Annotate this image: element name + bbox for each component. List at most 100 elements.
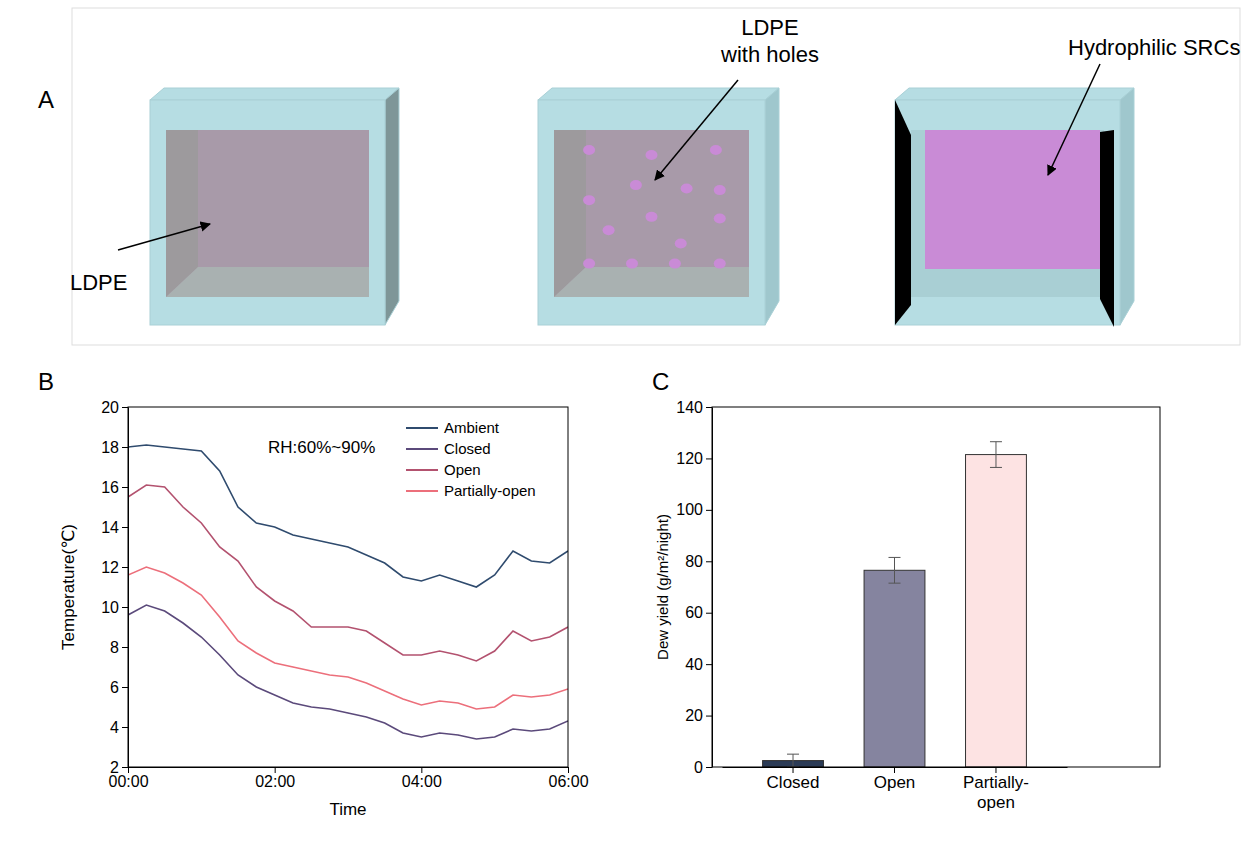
plot-area bbox=[763, 442, 1027, 767]
tick-label-line: open bbox=[977, 793, 1015, 812]
tick: 8 bbox=[110, 639, 128, 656]
axis-line bbox=[128, 408, 129, 768]
hole bbox=[669, 259, 681, 269]
box-top bbox=[538, 88, 779, 100]
figure: ALDPELDPEwith holesHydrophilic SRCsB00:0… bbox=[0, 0, 1244, 842]
tick-mark bbox=[421, 767, 422, 773]
legend-entry: Open bbox=[444, 461, 481, 478]
tick: 60 bbox=[685, 604, 712, 621]
tick: 20 bbox=[685, 707, 712, 724]
side-panel bbox=[895, 100, 911, 325]
tick: 18 bbox=[101, 439, 128, 456]
hole bbox=[646, 212, 658, 222]
tick-label: 04:00 bbox=[402, 773, 442, 790]
axis: 00:0002:0004:0006:00 bbox=[108, 767, 588, 790]
tick-mark bbox=[122, 727, 128, 728]
tick-label: 02:00 bbox=[255, 773, 295, 790]
annotation: RH:60%~90% bbox=[268, 438, 375, 457]
tick: Open bbox=[874, 767, 916, 792]
error-cap bbox=[787, 754, 799, 755]
tick-label: 12 bbox=[101, 559, 119, 576]
box-front bbox=[895, 100, 1120, 325]
tick-mark bbox=[706, 561, 712, 562]
tick-mark bbox=[706, 716, 712, 717]
diagram-label: with holes bbox=[720, 42, 819, 67]
tick-mark bbox=[275, 767, 276, 773]
tick-mark bbox=[706, 613, 712, 614]
box-front bbox=[150, 100, 385, 325]
error-cap bbox=[990, 441, 1002, 442]
tick-mark bbox=[122, 647, 128, 648]
diagram-label: LDPE bbox=[70, 270, 127, 295]
tick-label: 18 bbox=[101, 439, 119, 456]
box bbox=[895, 88, 1134, 327]
tick-label: 20 bbox=[101, 399, 119, 416]
hole bbox=[675, 239, 687, 249]
tick-label: 80 bbox=[685, 553, 703, 570]
tick-label: 40 bbox=[685, 656, 703, 673]
tick: 100 bbox=[676, 501, 712, 518]
series-line bbox=[128, 567, 568, 709]
tick-mark bbox=[128, 767, 129, 773]
tick: 04:00 bbox=[402, 767, 442, 790]
axis-title: Time bbox=[329, 800, 366, 819]
tick: 6 bbox=[110, 679, 128, 696]
tick-mark bbox=[706, 407, 712, 408]
tick-label: 8 bbox=[110, 639, 119, 656]
tick: 12 bbox=[101, 559, 128, 576]
tick-mark bbox=[122, 767, 128, 768]
tick-mark bbox=[122, 527, 128, 528]
inner-floor bbox=[166, 267, 369, 297]
panel-b: B00:0002:0004:0006:002468101214161820Tim… bbox=[38, 368, 589, 819]
tick: 80 bbox=[685, 553, 712, 570]
leader-arrow bbox=[1048, 64, 1100, 175]
bar bbox=[966, 455, 1027, 767]
axis: 0 20 40 60 80 100 120 140 bbox=[676, 399, 712, 776]
tick: 10 bbox=[101, 599, 128, 616]
error-cap bbox=[889, 583, 901, 584]
plot-frame bbox=[712, 407, 1160, 767]
axis: ClosedOpenPartially-open bbox=[723, 767, 1068, 812]
film bbox=[554, 130, 749, 297]
hole bbox=[583, 195, 595, 205]
hole bbox=[630, 180, 642, 190]
axis-title: Temperature(℃) bbox=[59, 524, 78, 650]
legend-entry: Closed bbox=[444, 440, 491, 457]
inner-floor bbox=[554, 267, 749, 297]
tick-label: 6 bbox=[110, 679, 119, 696]
tick-label: 140 bbox=[676, 399, 703, 416]
tick: 20 bbox=[101, 399, 128, 416]
hole bbox=[626, 259, 638, 269]
tick-label: 120 bbox=[676, 450, 703, 467]
legend-swatch bbox=[406, 490, 438, 492]
series-line bbox=[128, 605, 568, 739]
error-cap bbox=[889, 557, 901, 558]
legend-swatch bbox=[406, 427, 438, 429]
tick: 16 bbox=[101, 479, 128, 496]
tick: 4 bbox=[110, 719, 128, 736]
tick-label: 06:00 bbox=[548, 773, 588, 790]
tick: 140 bbox=[676, 399, 712, 416]
tick-label-line: Partially- bbox=[963, 773, 1029, 792]
tick: 0 bbox=[694, 759, 712, 776]
tick-label: 4 bbox=[110, 719, 119, 736]
tick-label: 60 bbox=[685, 604, 703, 621]
error-stem bbox=[995, 442, 996, 468]
panel-a: ALDPELDPEwith holesHydrophilic SRCs bbox=[38, 8, 1240, 345]
legend-entry: Partially-open bbox=[444, 482, 536, 499]
box-front bbox=[538, 100, 765, 325]
tick-mark bbox=[706, 510, 712, 511]
hole bbox=[603, 225, 615, 235]
tick: 06:00 bbox=[548, 767, 588, 790]
bar bbox=[864, 570, 925, 767]
panel-frame bbox=[72, 8, 1240, 345]
legend-swatch bbox=[406, 469, 438, 471]
panel-letter: B bbox=[38, 368, 54, 395]
panel-c: C020406080100120140ClosedOpenPartially-o… bbox=[652, 368, 1160, 812]
tick-mark bbox=[122, 607, 128, 608]
tick-mark bbox=[568, 767, 569, 773]
legend-entry: Ambient bbox=[444, 419, 500, 436]
axis-title: Dew yield (g/m²/night) bbox=[654, 514, 671, 660]
tick-mark bbox=[122, 447, 128, 448]
plot-area bbox=[128, 445, 568, 739]
